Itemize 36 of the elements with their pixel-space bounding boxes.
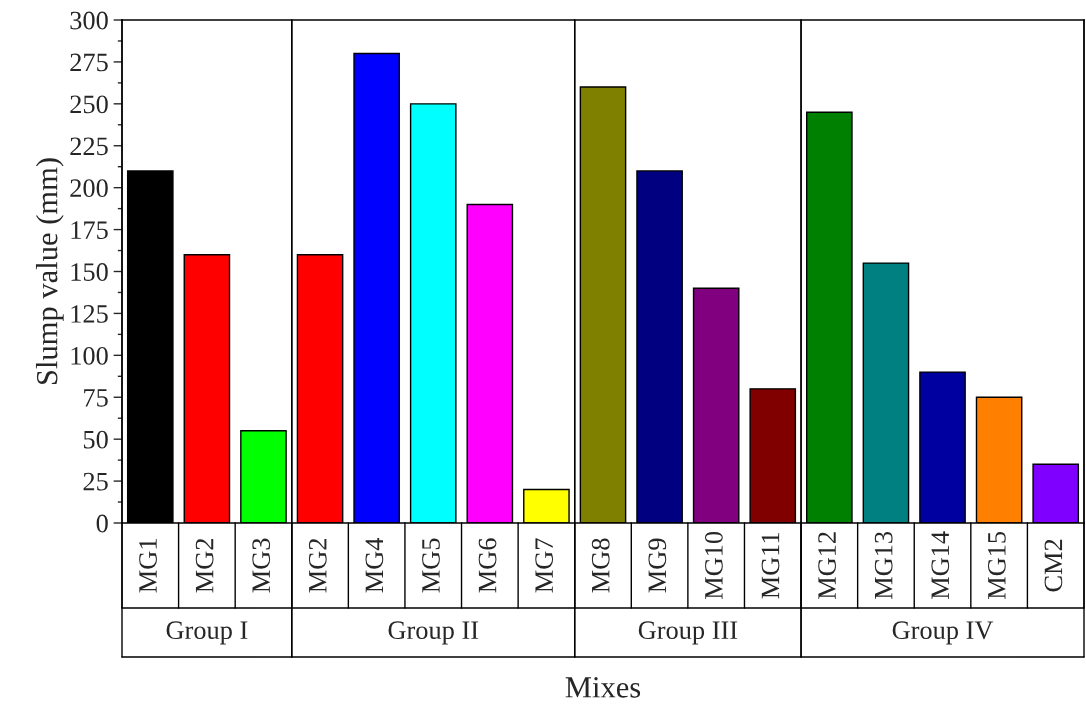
y-tick-label: 50 bbox=[83, 430, 108, 449]
y-tick-label: 275 bbox=[70, 53, 108, 72]
x-tick-label: MG8 bbox=[591, 538, 610, 593]
x-tick-label: MG14 bbox=[931, 531, 950, 600]
text: Group III bbox=[638, 621, 738, 645]
x-axis-title: Mixes bbox=[565, 677, 641, 698]
x-tick-label: MG5 bbox=[422, 538, 440, 593]
y-tick-label: 100 bbox=[71, 346, 108, 365]
y-tick-label: 150 bbox=[71, 263, 108, 281]
y-tick-label: 125 bbox=[71, 305, 108, 323]
x-tick-label: MG2 bbox=[195, 538, 214, 593]
x-tick-label: MG9 bbox=[648, 538, 667, 593]
y-tick-label: 250 bbox=[70, 95, 108, 114]
x-tick-label: MG2 bbox=[308, 538, 327, 593]
y-tick-label: 175 bbox=[71, 221, 108, 239]
text: Group II bbox=[388, 621, 479, 645]
text: Group IV bbox=[892, 621, 994, 645]
y-tick-label: 75 bbox=[84, 389, 108, 407]
x-tick-label: MG12 bbox=[818, 532, 836, 600]
x-tick-label: MG4 bbox=[365, 537, 384, 593]
x-tick-label: MG6 bbox=[478, 538, 497, 593]
y-axis-title: Slump value (mm) bbox=[35, 158, 64, 385]
x-tick-label: MG15 bbox=[987, 531, 1006, 600]
text: Group I bbox=[166, 621, 248, 645]
y-tick-label: 0 bbox=[96, 514, 108, 533]
y-tick-label: 300 bbox=[70, 11, 108, 30]
x-tick-label: MG7 bbox=[535, 538, 554, 593]
y-tick-label: 225 bbox=[70, 137, 108, 156]
x-tick-label: MG10 bbox=[704, 531, 723, 600]
x-tick-label: MG11 bbox=[761, 532, 780, 599]
y-tick-label: 25 bbox=[83, 472, 108, 491]
x-tick-label: CM2 bbox=[1044, 539, 1063, 592]
x-tick-label: MG1 bbox=[139, 539, 157, 593]
x-tick-label: MG3 bbox=[252, 538, 271, 593]
y-tick-label: 200 bbox=[70, 179, 108, 198]
x-tick-label: MG13 bbox=[874, 531, 893, 600]
